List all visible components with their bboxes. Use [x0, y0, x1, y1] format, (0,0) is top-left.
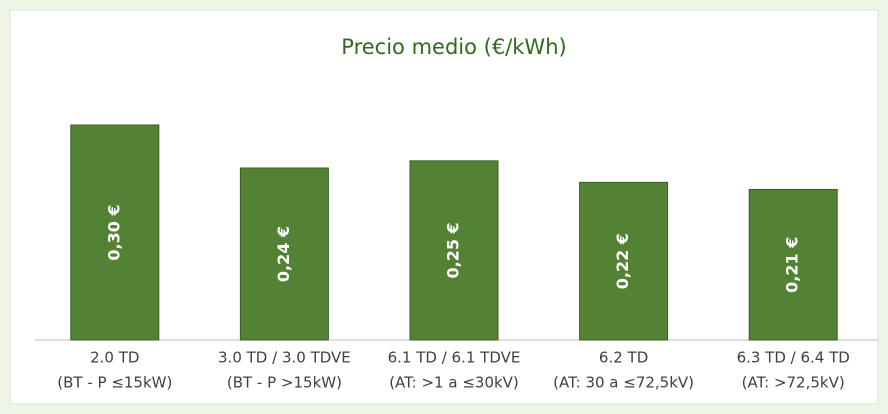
- x-tick-label: (AT: >1 a ≤30kV): [389, 374, 519, 392]
- bar: [579, 181, 669, 341]
- x-tick-label: (BT - P >15kW): [227, 374, 342, 392]
- data-label: 0,21 €: [783, 237, 802, 293]
- x-tick-label: 2.0 TD: [90, 349, 139, 367]
- x-tick-label: 6.3 TD / 6.4 TD: [737, 349, 850, 367]
- data-label: 0,22 €: [613, 233, 632, 289]
- bar: [239, 167, 329, 341]
- x-tick-label: (BT - P ≤15kW): [57, 374, 172, 392]
- x-tick-label: 3.0 TD / 3.0 TDVE: [218, 349, 351, 367]
- bar: [409, 160, 499, 341]
- bar: [748, 189, 838, 341]
- data-label: 0,25 €: [444, 222, 463, 278]
- chart-title: Precio medio (€/kWh): [341, 35, 566, 59]
- x-tick-label: (AT: 30 a ≤72,5kV): [553, 374, 694, 392]
- data-label: 0,30 €: [104, 204, 123, 260]
- bar: [70, 124, 160, 341]
- data-label: 0,24 €: [274, 226, 293, 282]
- x-tick-label: 6.1 TD / 6.1 TDVE: [388, 349, 521, 367]
- x-tick-label: (AT: >72,5kV): [742, 374, 845, 392]
- x-tick-label: 6.2 TD: [599, 349, 648, 367]
